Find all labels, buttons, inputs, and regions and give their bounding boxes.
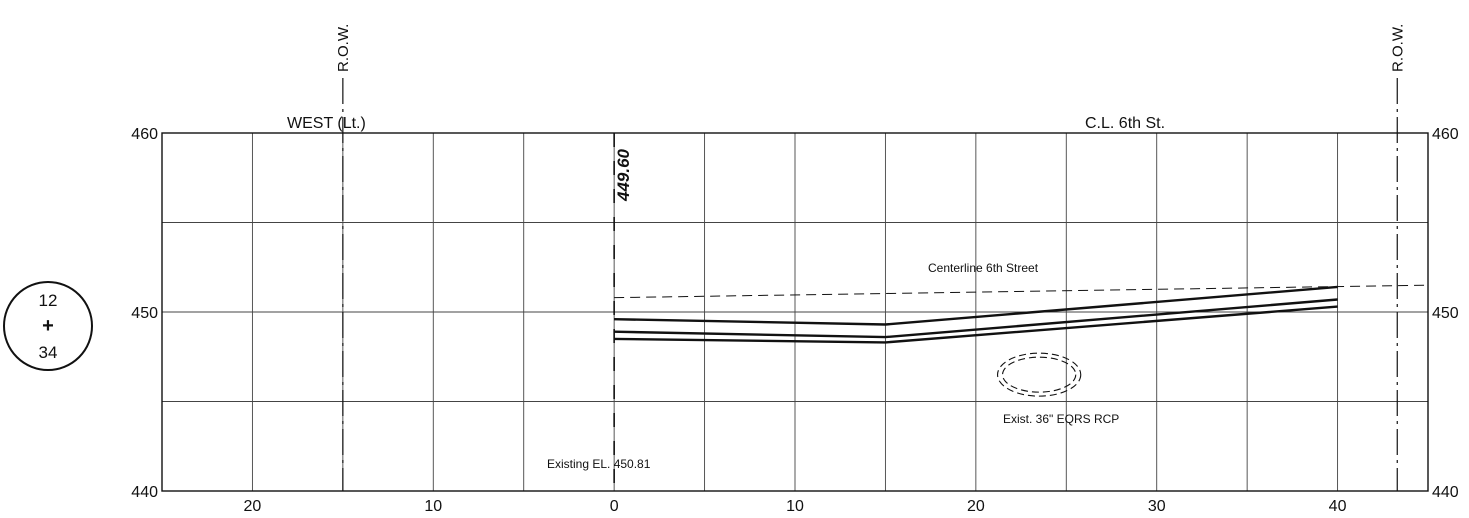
pipe-outer-ellipse — [997, 352, 1082, 397]
existing-ground-line — [614, 284, 1429, 299]
y-tick-label-right: 440 — [1432, 484, 1459, 501]
station-number-top: 12 — [39, 291, 58, 310]
elevation-callout: 449.60 — [614, 148, 633, 202]
station-marker: 12 + 34 — [3, 281, 93, 371]
profile-line — [614, 298, 1338, 339]
x-tick-label: 20 — [244, 498, 262, 515]
profile-line — [614, 305, 1338, 344]
west-label: WEST (Lt.) — [287, 115, 366, 132]
y-tick-label-left: 440 — [131, 484, 158, 501]
y-tick-label-left: 450 — [131, 305, 158, 322]
x-tick-labels: 20 10 0 10 20 30 40 — [244, 498, 1347, 515]
x-tick-label: 40 — [1329, 498, 1347, 515]
y-tick-label-left: 460 — [131, 126, 158, 143]
x-tick-label: 0 — [610, 498, 619, 515]
station-circle — [3, 281, 93, 371]
plot-grid — [161, 133, 1429, 491]
pipe-inner-ellipse — [1002, 356, 1077, 393]
x-tick-label: 20 — [967, 498, 985, 515]
reference-lines — [342, 78, 1429, 491]
existing-pipe — [997, 352, 1082, 397]
centerline-header-label: C.L. 6th St. — [1085, 115, 1165, 132]
y-tick-label-right: 460 — [1432, 126, 1459, 143]
row-left-label: R.O.W. — [335, 24, 352, 72]
y-tick-label-right: 450 — [1432, 305, 1459, 322]
row-right-label: R.O.W. — [1389, 24, 1406, 72]
pipe-label: Exist. 36" EQRS RCP — [1003, 412, 1119, 426]
profile-lines — [614, 285, 1338, 344]
station-plus: + — [42, 315, 54, 337]
x-tick-label: 10 — [424, 498, 442, 515]
centerline-street-label: Centerline 6th Street — [928, 261, 1039, 275]
station-number-bottom: 34 — [39, 343, 58, 362]
existing-elevation-label: Existing EL. 450.81 — [547, 457, 651, 471]
profile-line — [614, 285, 1338, 326]
x-tick-label: 30 — [1148, 498, 1166, 515]
x-tick-label: 10 — [786, 498, 804, 515]
plot-frame — [161, 132, 1429, 492]
y-tick-labels: 440 450 460 440 450 460 — [131, 126, 1459, 501]
